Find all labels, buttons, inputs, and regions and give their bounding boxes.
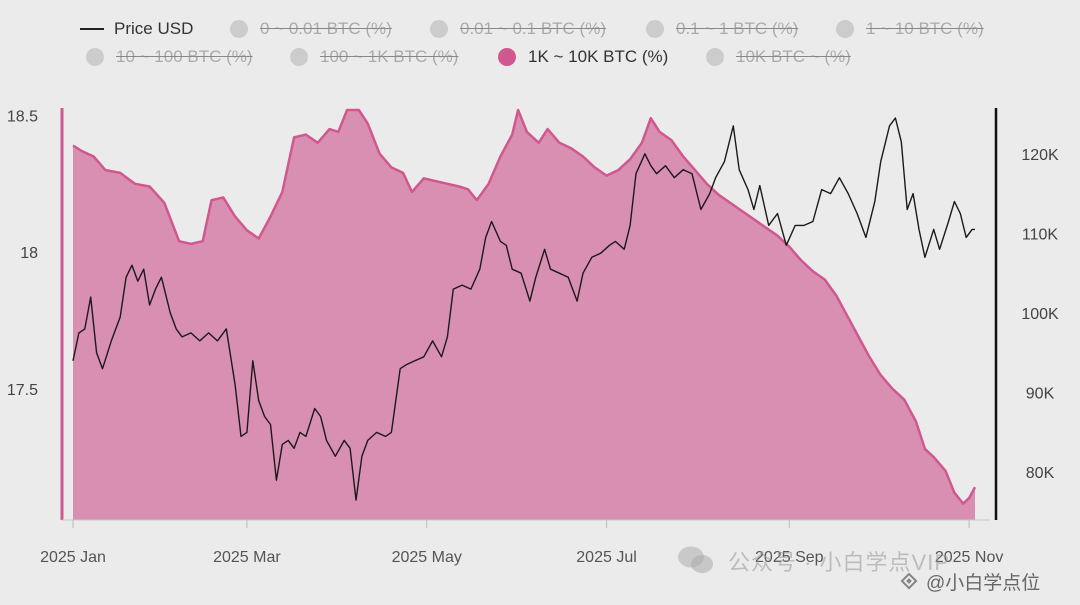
legend-label: 1K ~ 10K BTC (%) [528,47,669,66]
x-tick-label: 2025 May [392,549,462,566]
y-left-tick-label: 17.5 [7,382,38,399]
legend-item-4[interactable]: 1 ~ 10 BTC (%) [836,19,984,39]
y-right-tick-label: 110K [1022,226,1059,243]
legend-item-5[interactable]: 10 ~ 100 BTC (%) [86,47,253,67]
legend-line-marker [80,28,104,30]
y-right-tick-label: 100K [1021,306,1059,323]
chart-legend: Price USD 0 ~ 0.01 BTC (%) 0.01 ~ 0.1 BTC … [0,0,1080,80]
x-tick-label: 2025 Jul [576,549,637,566]
legend-item-3[interactable]: 0.1 ~ 1 BTC (%) [646,19,798,39]
legend-dot-marker [290,48,308,66]
y-right-tick-label: 120K [1021,147,1059,164]
legend-label: 0.01 ~ 0.1 BTC (%) [460,19,606,38]
legend-label: 1 ~ 10 BTC (%) [866,19,984,38]
legend-item-1[interactable]: 0 ~ 0.01 BTC (%) [230,19,392,39]
y-right-tick-label: 90K [1026,386,1055,403]
legend-dot-marker [706,48,724,66]
legend-dot-marker [646,20,664,38]
legend-item-6[interactable]: 100 ~ 1K BTC (%) [290,47,458,67]
legend-dot-marker [230,20,248,38]
legend-dot-marker [836,20,854,38]
legend-label: 10 ~ 100 BTC (%) [116,47,253,66]
legend-item-2[interactable]: 0.01 ~ 0.1 BTC (%) [430,19,606,39]
legend-label: Price USD [114,19,194,38]
x-tick-label: 2025 Sep [755,549,824,566]
area-fill-1k-10k [73,110,975,520]
legend-dot-marker [430,20,448,38]
area-line-1k-10k [72,108,977,505]
legend-dot-marker [498,48,516,66]
legend-item-8[interactable]: 10K BTC ~ (%) [706,47,851,67]
y-left-tick-label: 18 [20,245,38,262]
legend-item-0[interactable]: Price USD [80,19,193,39]
legend-item-7[interactable]: 1K ~ 10K BTC (%) [498,47,668,67]
x-tick-label: 2025 Mar [213,549,281,566]
legend-label: 10K BTC ~ (%) [736,47,851,66]
y-left-tick-label: 18.5 [7,108,38,125]
x-tick-label: 2025 Jan [40,549,106,566]
price-usd-line [72,117,975,501]
legend-label: 0.1 ~ 1 BTC (%) [676,19,799,38]
legend-label: 100 ~ 1K BTC (%) [320,47,459,66]
legend-dot-marker [86,48,104,66]
y-right-tick-label: 80K [1026,465,1055,482]
legend-label: 0 ~ 0.01 BTC (%) [260,19,392,38]
x-tick-label: 2025 Nov [935,549,1004,566]
